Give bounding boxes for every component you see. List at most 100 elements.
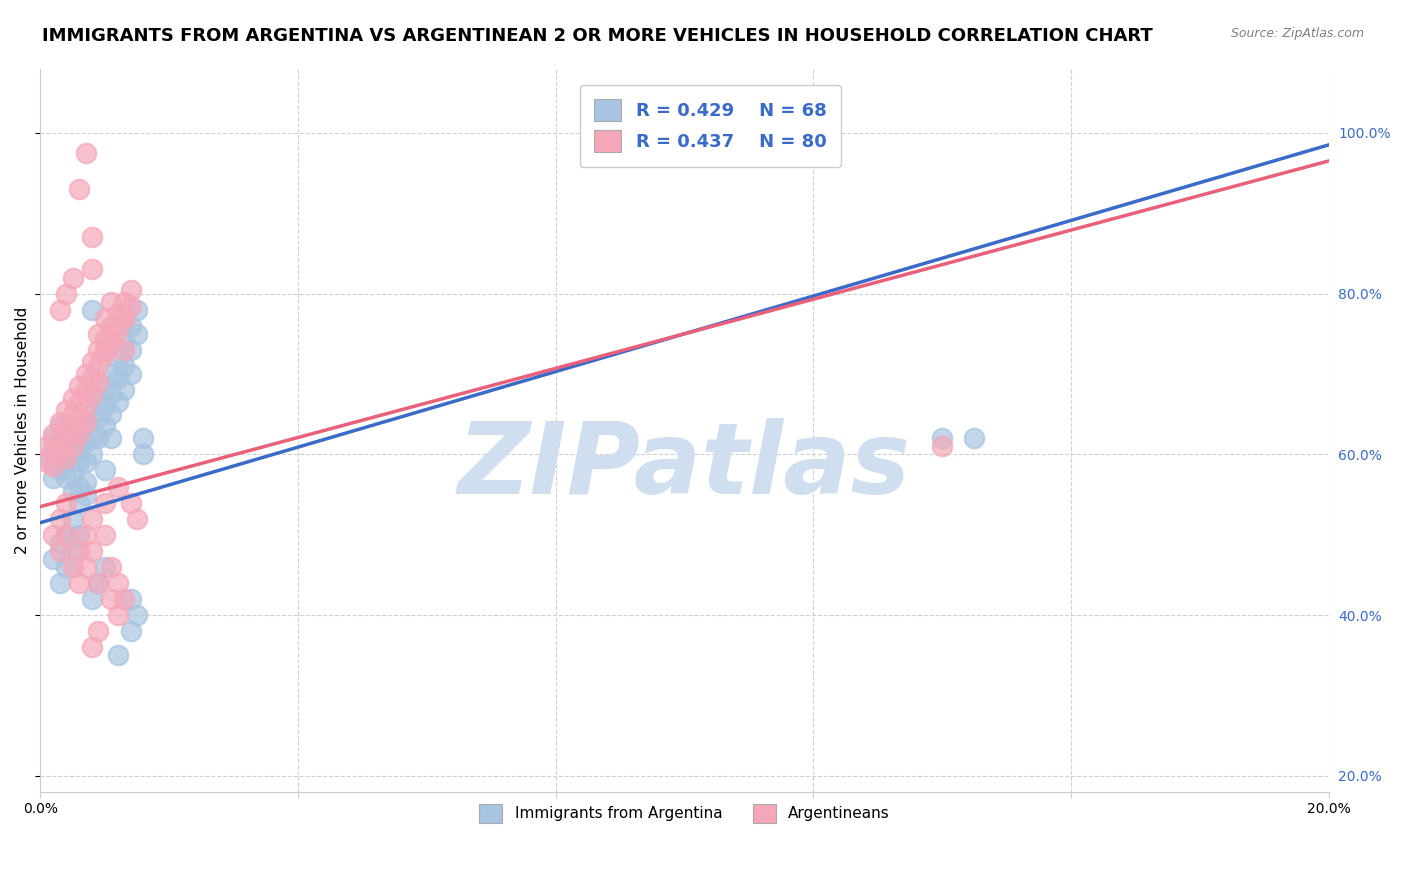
Point bbox=[80, 407, 103, 421]
Point bbox=[62, 447, 84, 461]
Point bbox=[62, 427, 84, 442]
Point bbox=[75, 383, 97, 397]
Point bbox=[87, 343, 110, 357]
Point bbox=[87, 624, 110, 639]
Point bbox=[120, 495, 142, 509]
Point bbox=[100, 407, 122, 421]
Point bbox=[94, 560, 117, 574]
Point bbox=[55, 527, 77, 541]
Point bbox=[120, 283, 142, 297]
Point bbox=[963, 431, 986, 445]
Point bbox=[67, 411, 90, 425]
Point bbox=[42, 443, 65, 458]
Point bbox=[107, 307, 129, 321]
Point bbox=[107, 648, 129, 663]
Point bbox=[931, 439, 953, 453]
Point bbox=[112, 343, 135, 357]
Point bbox=[55, 560, 77, 574]
Point bbox=[48, 447, 70, 461]
Point bbox=[107, 479, 129, 493]
Point bbox=[75, 475, 97, 490]
Point bbox=[62, 483, 84, 498]
Legend: Immigrants from Argentina, Argentineans: Immigrants from Argentina, Argentineans bbox=[467, 792, 901, 835]
Point bbox=[62, 544, 84, 558]
Point bbox=[48, 415, 70, 429]
Point bbox=[100, 592, 122, 607]
Point bbox=[80, 230, 103, 244]
Point bbox=[67, 455, 90, 469]
Point bbox=[94, 347, 117, 361]
Point bbox=[94, 463, 117, 477]
Point bbox=[80, 592, 103, 607]
Point bbox=[42, 459, 65, 474]
Point bbox=[107, 351, 129, 365]
Point bbox=[67, 544, 90, 558]
Point bbox=[75, 487, 97, 501]
Point bbox=[48, 576, 70, 591]
Point bbox=[87, 431, 110, 445]
Point bbox=[48, 419, 70, 434]
Point bbox=[42, 552, 65, 566]
Y-axis label: 2 or more Vehicles in Household: 2 or more Vehicles in Household bbox=[15, 307, 30, 554]
Point bbox=[931, 431, 953, 445]
Point bbox=[94, 343, 117, 357]
Point bbox=[107, 371, 129, 385]
Point bbox=[94, 419, 117, 434]
Point bbox=[55, 435, 77, 450]
Point bbox=[94, 379, 117, 393]
Text: Source: ZipAtlas.com: Source: ZipAtlas.com bbox=[1230, 27, 1364, 40]
Point bbox=[35, 451, 58, 466]
Point bbox=[55, 286, 77, 301]
Point bbox=[87, 326, 110, 341]
Point bbox=[94, 495, 117, 509]
Point bbox=[120, 592, 142, 607]
Point bbox=[80, 262, 103, 277]
Point bbox=[48, 447, 70, 461]
Point bbox=[62, 560, 84, 574]
Point bbox=[120, 624, 142, 639]
Point bbox=[62, 270, 84, 285]
Point bbox=[62, 511, 84, 525]
Point bbox=[67, 527, 90, 541]
Point bbox=[125, 608, 148, 623]
Point bbox=[100, 334, 122, 349]
Point bbox=[100, 294, 122, 309]
Point bbox=[55, 419, 77, 434]
Point bbox=[75, 435, 97, 450]
Point bbox=[112, 359, 135, 373]
Point bbox=[80, 544, 103, 558]
Point bbox=[112, 383, 135, 397]
Point bbox=[48, 511, 70, 525]
Point bbox=[87, 411, 110, 425]
Point bbox=[112, 334, 135, 349]
Point bbox=[100, 367, 122, 381]
Point bbox=[107, 395, 129, 409]
Point bbox=[67, 495, 90, 509]
Point bbox=[48, 463, 70, 477]
Point bbox=[94, 331, 117, 345]
Point bbox=[75, 399, 97, 413]
Point bbox=[125, 326, 148, 341]
Point bbox=[112, 310, 135, 325]
Point bbox=[67, 395, 90, 409]
Point bbox=[80, 371, 103, 385]
Point bbox=[48, 431, 70, 445]
Point bbox=[67, 427, 90, 442]
Point bbox=[55, 403, 77, 417]
Point bbox=[80, 387, 103, 401]
Point bbox=[80, 431, 103, 445]
Point bbox=[55, 495, 77, 509]
Point bbox=[120, 367, 142, 381]
Point bbox=[75, 527, 97, 541]
Point bbox=[75, 415, 97, 429]
Point bbox=[132, 431, 155, 445]
Point bbox=[75, 145, 97, 160]
Point bbox=[75, 415, 97, 429]
Point bbox=[80, 640, 103, 655]
Point bbox=[62, 423, 84, 437]
Point bbox=[48, 544, 70, 558]
Point bbox=[55, 435, 77, 450]
Point bbox=[125, 302, 148, 317]
Point bbox=[120, 299, 142, 313]
Point bbox=[67, 423, 90, 437]
